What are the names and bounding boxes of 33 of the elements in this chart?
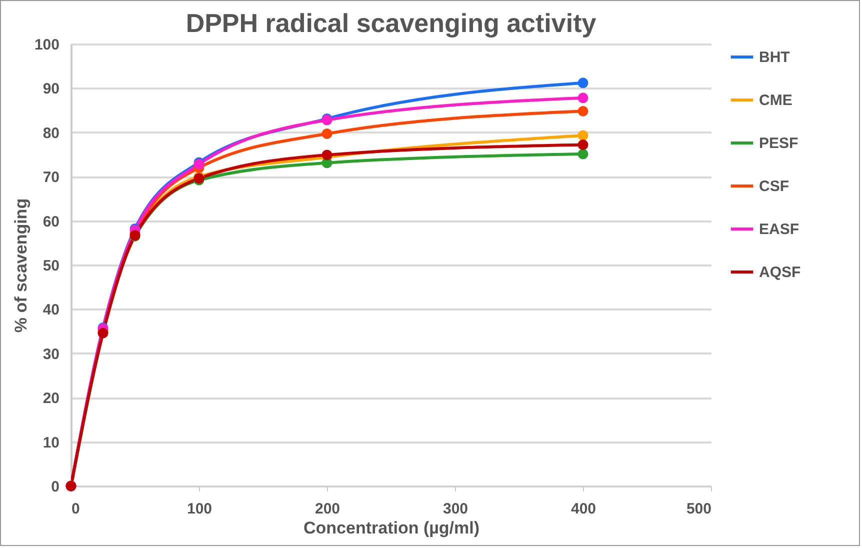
point bbox=[578, 140, 588, 150]
x-tick-label: 500 bbox=[686, 500, 712, 518]
y-tick-label: 40 bbox=[42, 302, 60, 319]
y-axis-title: % of scavenging bbox=[11, 198, 30, 333]
point bbox=[578, 106, 588, 116]
y-tick-label: 30 bbox=[42, 346, 60, 363]
x-tick-label: 400 bbox=[570, 500, 596, 518]
x-tick-label: 200 bbox=[314, 500, 340, 518]
y-tick-label: 20 bbox=[42, 390, 60, 408]
y-tick-label: 80 bbox=[42, 124, 60, 142]
y-tick-label: 50 bbox=[42, 258, 60, 274]
legend-label: PESF bbox=[759, 135, 798, 152]
y-tick-label: 90 bbox=[42, 80, 60, 98]
y-tick-label: 60 bbox=[42, 213, 60, 230]
point bbox=[578, 92, 588, 104]
x-tick-label: 300 bbox=[442, 500, 468, 518]
point bbox=[578, 130, 588, 141]
x-tick-label: 100 bbox=[186, 500, 212, 518]
point bbox=[578, 78, 588, 88]
legend-label: CME bbox=[759, 92, 792, 109]
legend-label: EASF bbox=[759, 221, 800, 238]
x-axis-title: Concentration (µg/ml) bbox=[303, 518, 480, 538]
legend-label: AQSF bbox=[759, 264, 801, 281]
y-tick-label: 0 bbox=[51, 478, 60, 496]
chart-title: DPPH radical scavenging activity bbox=[186, 8, 597, 38]
y-tick-label: 70 bbox=[42, 169, 60, 186]
legend-label: CSF bbox=[759, 178, 789, 195]
x-tick-label: 0 bbox=[72, 500, 80, 518]
point bbox=[322, 128, 332, 139]
legend-label: BHT bbox=[759, 49, 790, 66]
point bbox=[578, 148, 588, 160]
y-tick-label: 100 bbox=[34, 36, 60, 54]
y-tick-label: 10 bbox=[42, 434, 60, 452]
